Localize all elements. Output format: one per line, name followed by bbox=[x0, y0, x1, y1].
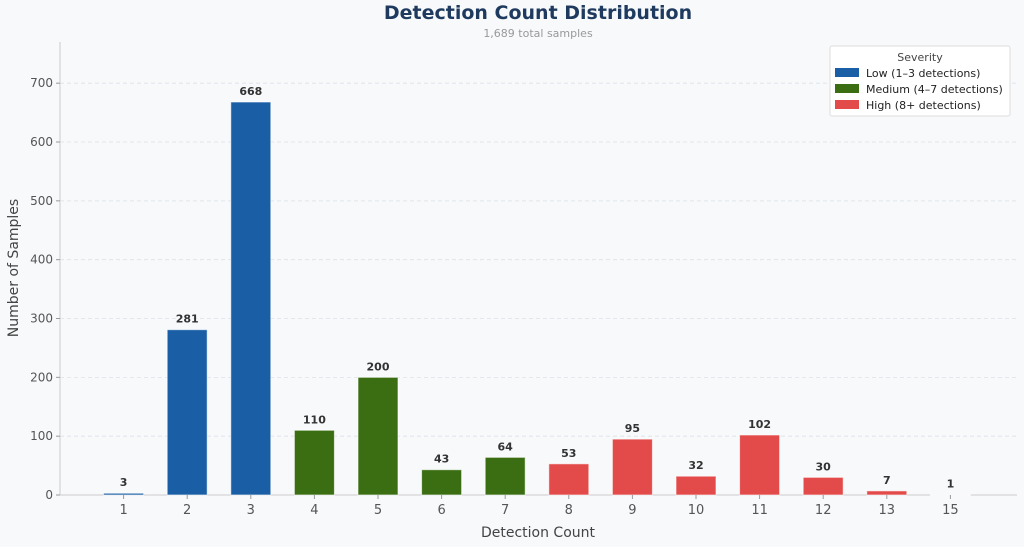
x-tick-label: 3 bbox=[247, 503, 255, 518]
bar-2 bbox=[166, 329, 208, 496]
chart-subtitle: 1,689 total samples bbox=[483, 27, 593, 40]
data-label: 668 bbox=[239, 85, 262, 98]
data-label: 32 bbox=[688, 459, 703, 472]
legend-label-low: Low (1–3 detections) bbox=[866, 67, 980, 80]
data-label: 1 bbox=[947, 477, 955, 490]
data-label: 95 bbox=[625, 422, 640, 435]
x-tick-label: 8 bbox=[565, 503, 573, 518]
x-tick-label: 4 bbox=[310, 503, 318, 518]
x-tick-label: 11 bbox=[751, 503, 768, 518]
y-tick-label: 500 bbox=[30, 194, 53, 208]
legend-label-high: High (8+ detections) bbox=[866, 99, 981, 112]
bar-12 bbox=[802, 476, 844, 496]
bar-11 bbox=[739, 434, 781, 496]
x-tick-label: 15 bbox=[942, 503, 959, 518]
x-tick-label: 12 bbox=[815, 503, 832, 518]
bar-7 bbox=[484, 456, 526, 496]
x-tick-label: 7 bbox=[501, 503, 509, 518]
x-tick-label: 9 bbox=[628, 503, 636, 518]
legend-swatch-high bbox=[835, 100, 859, 109]
data-label: 7 bbox=[883, 474, 891, 487]
y-tick-label: 300 bbox=[30, 312, 53, 326]
x-tick-label: 13 bbox=[879, 503, 896, 518]
bar-8 bbox=[548, 463, 590, 496]
chart-title: Detection Count Distribution bbox=[384, 2, 692, 24]
bar-3 bbox=[230, 101, 272, 496]
legend-label-medium: Medium (4–7 detections) bbox=[866, 83, 1003, 96]
y-tick-label: 0 bbox=[45, 488, 53, 502]
x-tick-label: 1 bbox=[119, 503, 127, 518]
x-tick-label: 2 bbox=[183, 503, 191, 518]
y-axis-label: Number of Samples bbox=[6, 199, 22, 337]
legend: Severity Low (1–3 detections) Medium (4–7… bbox=[829, 45, 1011, 117]
y-tick-label: 400 bbox=[30, 253, 53, 267]
x-axis-label: Detection Count bbox=[481, 525, 596, 541]
bar-10 bbox=[675, 475, 717, 496]
y-tick-label: 200 bbox=[30, 370, 53, 384]
bar-13 bbox=[866, 490, 908, 496]
data-label: 64 bbox=[498, 440, 514, 453]
x-tick-label: 6 bbox=[437, 503, 445, 518]
data-label: 200 bbox=[367, 360, 390, 373]
bar-9 bbox=[611, 438, 653, 496]
y-tick-label: 100 bbox=[30, 429, 53, 443]
data-label: 110 bbox=[303, 413, 326, 426]
bar-5 bbox=[357, 376, 399, 496]
y-tick-label: 700 bbox=[30, 76, 53, 90]
data-label: 281 bbox=[176, 313, 199, 326]
data-label: 53 bbox=[561, 447, 576, 460]
bar-1 bbox=[103, 492, 145, 496]
legend-swatch-medium bbox=[835, 84, 859, 93]
data-label: 3 bbox=[120, 476, 128, 489]
x-tick-label: 5 bbox=[374, 503, 382, 518]
legend-swatch-low bbox=[835, 68, 859, 77]
data-label: 30 bbox=[816, 460, 832, 473]
bar-6 bbox=[421, 469, 463, 496]
data-label: 43 bbox=[434, 453, 449, 466]
data-label: 102 bbox=[748, 418, 771, 431]
legend-title: Severity bbox=[897, 51, 943, 64]
bar-4 bbox=[293, 429, 335, 496]
x-tick-label: 10 bbox=[688, 503, 705, 518]
y-tick-label: 600 bbox=[30, 135, 53, 149]
